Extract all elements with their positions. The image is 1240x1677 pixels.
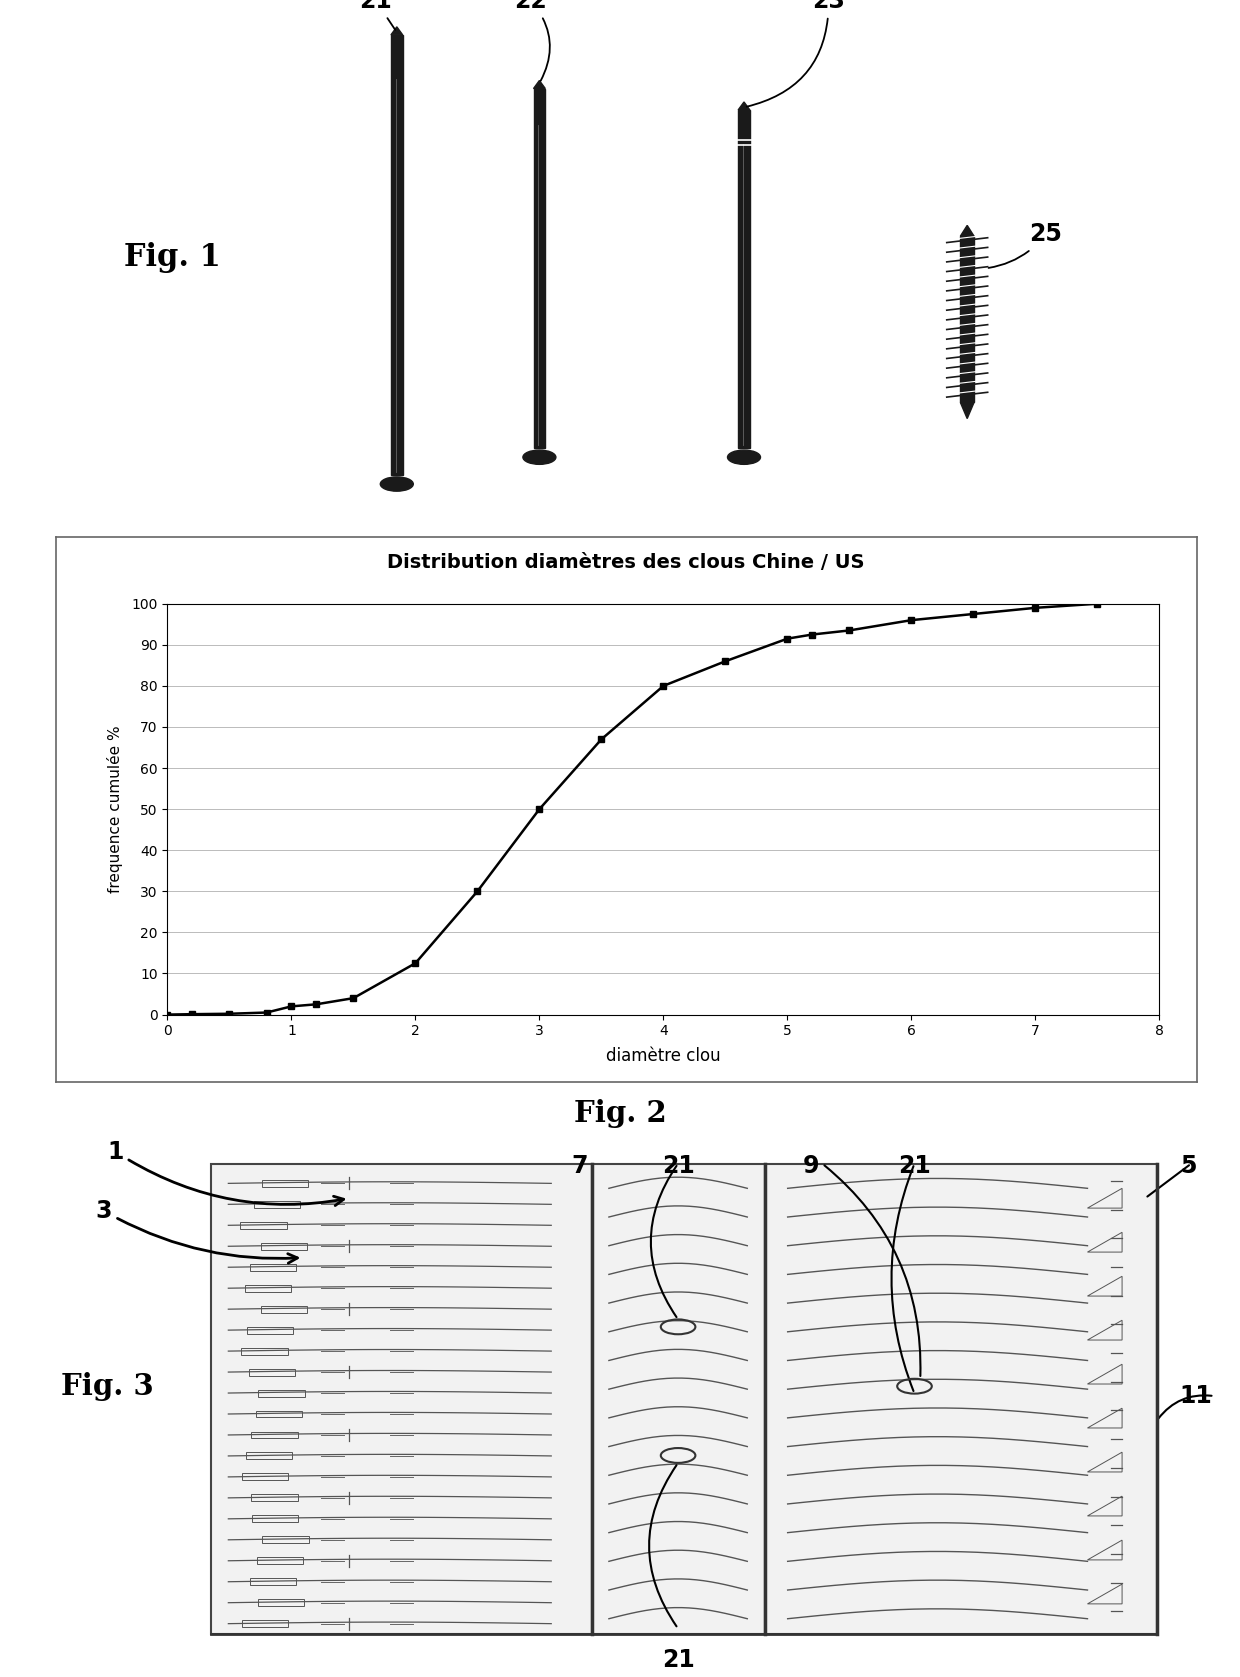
Polygon shape — [533, 80, 546, 89]
Bar — [255, 1410, 301, 1417]
Text: 21: 21 — [662, 1648, 694, 1672]
Text: 21: 21 — [662, 1154, 694, 1177]
Text: Fig. 1: Fig. 1 — [124, 241, 221, 273]
Bar — [765, 1164, 1157, 1633]
Polygon shape — [391, 27, 403, 35]
Bar — [533, 89, 546, 448]
Y-axis label: frequence cumulée %: frequence cumulée % — [107, 726, 123, 892]
Bar — [246, 1452, 293, 1459]
Bar — [960, 236, 975, 402]
Text: 5: 5 — [1179, 1154, 1197, 1177]
Text: 1: 1 — [108, 1140, 343, 1206]
Text: 21: 21 — [898, 1154, 931, 1177]
Bar — [257, 1558, 303, 1565]
Bar — [254, 1201, 300, 1207]
Circle shape — [381, 476, 413, 491]
Bar — [391, 35, 403, 475]
Bar — [241, 1223, 286, 1229]
Text: 25: 25 — [988, 223, 1063, 268]
Bar — [252, 1432, 298, 1439]
Bar — [247, 1327, 293, 1333]
Bar — [244, 1285, 291, 1291]
Text: 7: 7 — [572, 1154, 588, 1177]
Bar — [242, 1620, 288, 1627]
Bar — [242, 1474, 288, 1481]
Bar — [258, 1390, 305, 1397]
Polygon shape — [960, 225, 975, 236]
Circle shape — [523, 449, 556, 465]
Bar — [738, 111, 750, 448]
Bar — [258, 1600, 304, 1607]
Bar — [242, 1348, 288, 1355]
Text: Fig. 2: Fig. 2 — [574, 1098, 666, 1129]
Bar — [249, 1368, 295, 1375]
Text: 9: 9 — [802, 1154, 818, 1177]
Bar — [252, 1516, 299, 1523]
Bar — [252, 1494, 298, 1501]
Text: 22: 22 — [515, 0, 549, 80]
Bar — [263, 1536, 309, 1543]
Text: 21: 21 — [360, 0, 396, 30]
Bar — [250, 1264, 296, 1271]
Bar — [260, 1306, 308, 1313]
Bar — [250, 1578, 296, 1585]
Bar — [211, 1164, 591, 1633]
Bar — [262, 1243, 308, 1249]
Text: 3: 3 — [95, 1199, 298, 1263]
Text: Fig. 3: Fig. 3 — [61, 1372, 154, 1400]
Circle shape — [728, 449, 760, 465]
Bar — [262, 1181, 308, 1187]
X-axis label: diamètre clou: diamètre clou — [606, 1046, 720, 1065]
Polygon shape — [960, 402, 975, 419]
Text: 11: 11 — [1179, 1384, 1213, 1409]
Polygon shape — [738, 102, 750, 111]
Text: 23: 23 — [746, 0, 846, 107]
Bar — [591, 1164, 765, 1633]
Text: Distribution diamètres des clous Chine / US: Distribution diamètres des clous Chine /… — [387, 553, 866, 572]
